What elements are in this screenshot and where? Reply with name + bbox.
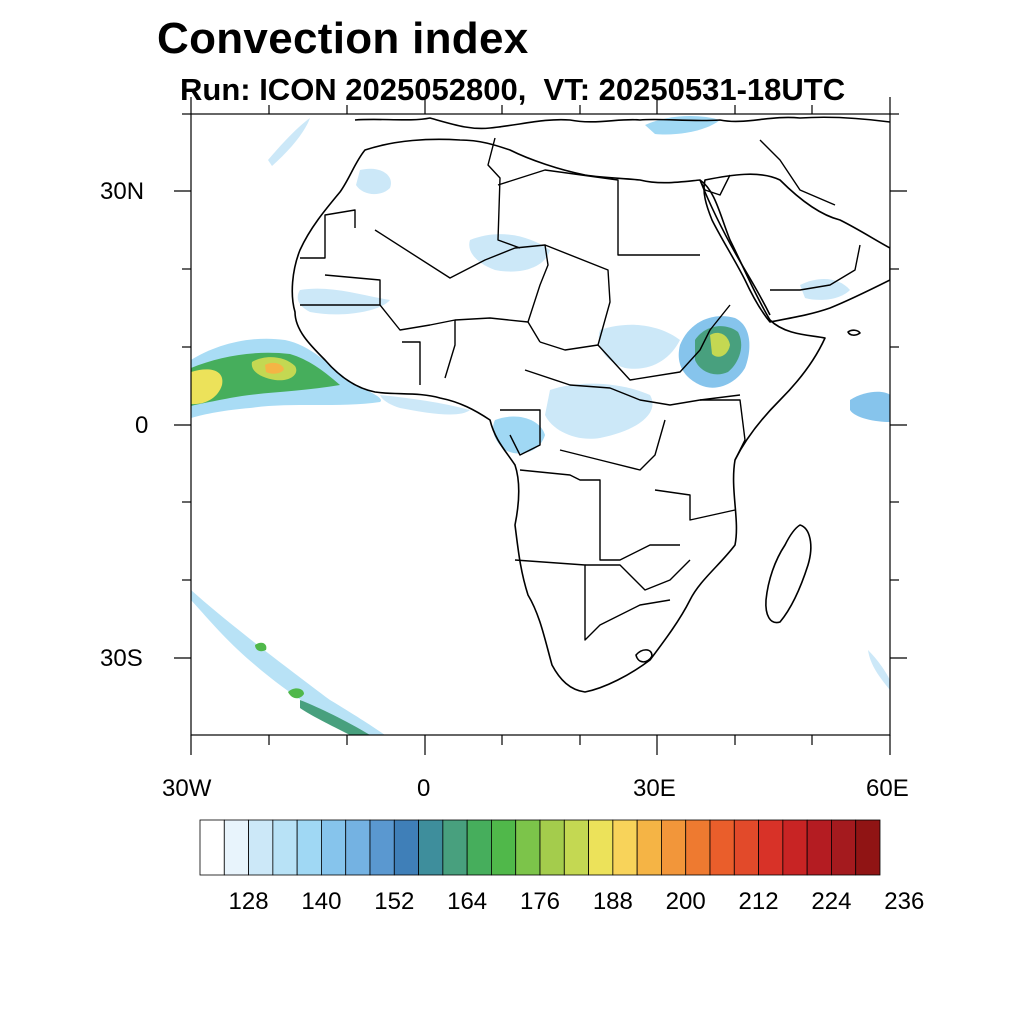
convection-peak-ethiopia <box>710 332 730 357</box>
colorbar-swatch-11 <box>466 819 492 876</box>
colorbar-swatch-8 <box>393 819 419 876</box>
colorbar-swatch-17 <box>612 819 638 876</box>
colorbar-swatch-16 <box>588 819 614 876</box>
border-6 <box>544 244 731 381</box>
lat-label-0: 0 <box>135 412 149 439</box>
lat-label-30s: 30S <box>100 645 143 672</box>
colorbar-tick-label: 212 <box>738 888 779 915</box>
colorbar-tick-label: 128 <box>228 888 269 915</box>
convection-core-south-atlantic <box>300 700 370 735</box>
africa-coastline <box>291 138 826 693</box>
convection-area-atlas <box>356 168 391 195</box>
colorbar-swatch-19 <box>661 819 687 876</box>
red-sea-coast <box>699 179 771 316</box>
arabia-coastline <box>703 173 890 323</box>
colorbar-swatch-24 <box>782 819 808 876</box>
lesotho-border <box>635 649 653 663</box>
colorbar-swatch-12 <box>491 819 517 876</box>
convection-area-southwest-indian <box>868 650 890 690</box>
colorbar-tick-label: 236 <box>884 888 925 915</box>
europe-coastline <box>354 116 890 130</box>
colorbar <box>199 819 881 876</box>
colorbar-swatch-0 <box>199 819 225 876</box>
lon-label-0: 0 <box>417 775 431 802</box>
colorbar-tick-label: 224 <box>811 888 852 915</box>
lon-label-30w: 30W <box>162 775 212 802</box>
colorbar-tick-label: 164 <box>447 888 488 915</box>
colorbar-tick-label: 140 <box>301 888 342 915</box>
map-title: Convection index <box>157 14 529 63</box>
convection-max-atlantic <box>265 362 284 374</box>
colorbar-tick-label: 152 <box>374 888 415 915</box>
colorbar-swatch-23 <box>758 819 784 876</box>
border-2 <box>374 229 549 343</box>
colorbar-swatch-26 <box>831 819 857 876</box>
border-7 <box>379 304 529 331</box>
lon-ticks <box>190 97 891 755</box>
colorbar-swatch-2 <box>248 819 274 876</box>
lat-label-30n: 30N <box>100 178 145 205</box>
border-17 <box>585 559 691 591</box>
border-3 <box>300 274 381 306</box>
border-16 <box>514 559 671 641</box>
colorbar-tick-label: 188 <box>592 888 633 915</box>
convection-area-arabia <box>800 278 850 300</box>
convection-area-north-atlantic <box>268 118 310 166</box>
country-borders <box>300 137 861 641</box>
colorbar-swatch-4 <box>296 819 322 876</box>
convection-area-sahara <box>469 234 550 272</box>
border-8 <box>444 320 456 379</box>
convection-cell-south-atlantic <box>288 688 304 699</box>
border-15 <box>654 489 736 521</box>
map-subtitle: Run: ICON 2025052800, VT: 20250531-18UTC <box>180 72 846 107</box>
border-13 <box>559 419 666 471</box>
colorbar-swatch-13 <box>515 819 541 876</box>
colorbar-tick-label: 176 <box>519 888 561 915</box>
madagascar-coastline <box>765 524 812 624</box>
colorbar-swatch-25 <box>806 819 832 876</box>
lon-label-30e: 30E <box>633 775 676 802</box>
convection-area-congo <box>545 383 653 439</box>
border-18 <box>700 399 746 461</box>
border-19 <box>699 174 731 196</box>
convection-area-sudan <box>598 324 680 369</box>
colorbar-swatch-15 <box>563 819 589 876</box>
colorbar-swatch-14 <box>539 819 565 876</box>
convection-area-indian-ocean <box>850 391 890 422</box>
colorbar-swatch-9 <box>418 819 444 876</box>
convection-core-atlantic <box>191 352 340 406</box>
border-14 <box>519 469 680 561</box>
colorbar-tick-label: 200 <box>665 888 706 915</box>
border-9 <box>402 341 421 385</box>
border-1 <box>300 209 356 259</box>
convection-peak-atlantic-west <box>191 369 223 405</box>
border-5 <box>497 169 700 256</box>
convection-cell-south-atlantic-2 <box>255 642 267 652</box>
colorbar-swatch-22 <box>733 819 759 876</box>
colorbar-swatch-20 <box>685 819 711 876</box>
colorbar-swatch-5 <box>321 819 347 876</box>
border-20 <box>770 244 861 291</box>
coastlines <box>291 116 890 693</box>
convection-area-gulf-guinea <box>380 395 470 415</box>
border-10 <box>539 341 599 351</box>
colorbar-swatch-10 <box>442 819 468 876</box>
convection-area-gabon <box>493 416 545 454</box>
colorbar-swatch-1 <box>223 819 249 876</box>
colorbar-swatch-6 <box>345 819 371 876</box>
colorbar-swatch-3 <box>272 819 298 876</box>
colorbar-swatch-27 <box>855 819 881 876</box>
lon-label-60e: 60E <box>866 775 909 802</box>
convection-area-west-africa <box>297 288 390 315</box>
border-12 <box>500 409 541 456</box>
border-21 <box>759 139 836 206</box>
colorbar-swatch-18 <box>636 819 662 876</box>
border-4 <box>487 137 521 249</box>
convection-area-south-atlantic <box>191 590 385 735</box>
colorbar-swatch-7 <box>369 819 395 876</box>
colorbar-swatch-21 <box>709 819 735 876</box>
socotra-coastline <box>847 329 861 336</box>
lat-ticks <box>174 113 907 659</box>
